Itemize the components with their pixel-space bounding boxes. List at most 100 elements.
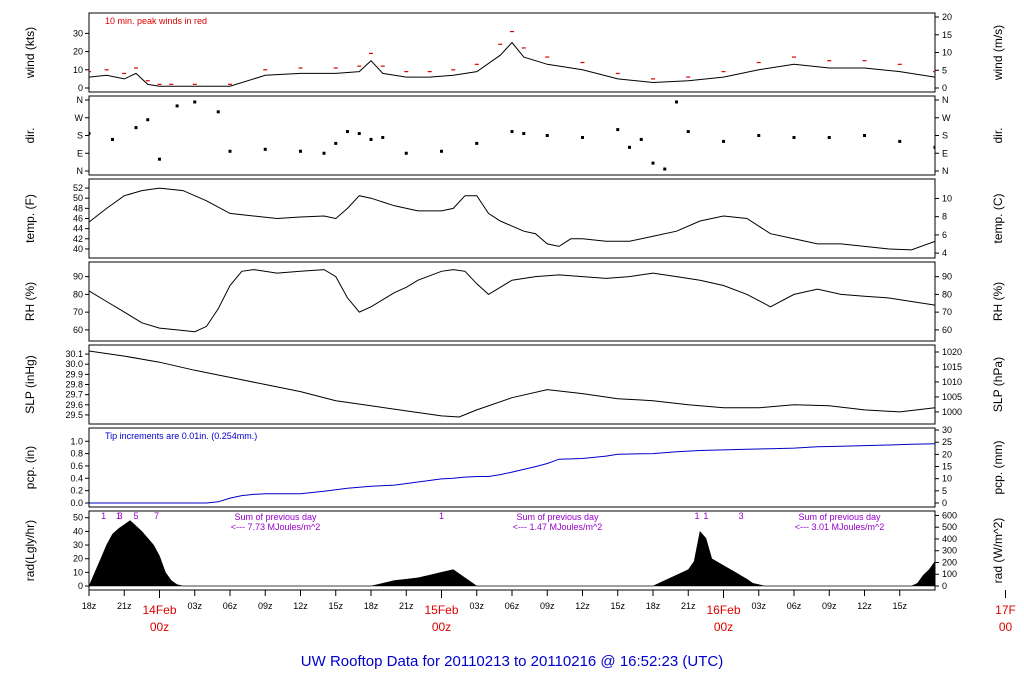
direction-point	[111, 137, 114, 141]
right-tick-label: N	[942, 95, 949, 105]
day-label-bottom: 00z	[714, 620, 733, 634]
left-tick-label: 1.0	[70, 436, 83, 446]
left-tick-label: 29.7	[65, 390, 83, 400]
direction-point	[158, 157, 161, 161]
day-label-top: 15Feb	[424, 603, 458, 617]
left-tick-label: 30	[73, 28, 83, 38]
series-line	[89, 269, 935, 333]
plot-area	[89, 100, 935, 171]
right-tick-label: 90	[942, 272, 952, 282]
right-tick-label: E	[942, 148, 948, 158]
time-tick-label: 09z	[258, 601, 273, 611]
left-tick-label: 0.4	[70, 473, 83, 483]
left-tick-label: E	[77, 148, 83, 158]
time-tick-label: 12z	[293, 601, 308, 611]
left-tick-label: 42	[73, 234, 83, 244]
right-tick-label: 10	[942, 193, 952, 203]
day-label-bottom: 00z	[432, 620, 451, 634]
series-line	[89, 187, 935, 251]
right-tick-label: N	[942, 166, 949, 176]
left-tick-label: 80	[73, 289, 83, 299]
direction-point	[663, 167, 667, 171]
day-label-top: 17F	[995, 603, 1016, 617]
right-tick-label: 30	[942, 425, 952, 435]
time-tick-label: 18z	[364, 601, 379, 611]
direction-point	[722, 139, 725, 143]
direction-point	[898, 139, 902, 143]
direction-point	[216, 110, 220, 114]
y-axis-label-right: dir.	[991, 127, 1005, 143]
panel-wind: 0 10 20 30 0 5 10 15 20 wind (kts) wind (m/s) 10 mi…	[23, 12, 1005, 93]
plot-area	[89, 269, 935, 333]
left-tick-label: 29.5	[65, 410, 83, 420]
day-label-bottom: 00	[999, 620, 1013, 634]
right-tick-label: 10	[942, 48, 952, 58]
right-tick-label: 1005	[942, 392, 962, 402]
series-line	[89, 443, 935, 504]
left-tick-label: N	[77, 166, 84, 176]
y-axis-label-left: SLP (inHg)	[23, 355, 37, 413]
time-tick-label: 15z	[610, 601, 625, 611]
direction-point	[357, 132, 361, 136]
time-tick-label: 12z	[575, 601, 590, 611]
direction-point	[299, 149, 302, 153]
direction-point	[863, 134, 866, 137]
right-tick-label: 5	[942, 65, 947, 75]
direction-point	[193, 100, 197, 104]
direction-point	[346, 130, 349, 134]
right-tick-label: 600	[942, 510, 957, 520]
time-tick-label: 03z	[187, 601, 202, 611]
direction-point	[369, 137, 373, 141]
right-tick-label: 1010	[942, 377, 962, 387]
rad-top-mark: 1	[695, 511, 700, 521]
left-tick-label: 44	[73, 224, 83, 234]
left-tick-label: 30	[73, 540, 83, 550]
rad-top-mark: 1	[439, 511, 444, 521]
y-axis-label-right: temp. (C)	[991, 193, 1005, 243]
left-tick-label: 0	[78, 581, 83, 591]
plot-area	[89, 187, 935, 251]
time-tick-label: 18z	[82, 601, 97, 611]
day-label-top: 14Feb	[142, 603, 176, 617]
direction-point	[581, 135, 584, 139]
y-axis-label-left: rad(Lgly/hr)	[23, 520, 37, 581]
left-tick-label: 90	[73, 272, 83, 282]
time-axis: 18z 21z 03z 06z 09z 12z 15z 18z 21z 03z 06z 09z 12z 1…	[82, 590, 1016, 634]
left-tick-label: 10	[73, 567, 83, 577]
left-tick-label: N	[77, 95, 84, 105]
direction-point	[263, 147, 267, 151]
left-tick-label: 0.2	[70, 486, 83, 496]
series-line	[89, 350, 935, 418]
direction-point	[89, 132, 91, 136]
direction-point	[440, 149, 443, 153]
left-tick-label: 40	[73, 244, 83, 254]
direction-point	[404, 151, 408, 155]
time-tick-label: 15z	[892, 601, 907, 611]
daily-sum-title: Sum of previous day	[516, 512, 599, 522]
right-tick-label: 25	[942, 437, 952, 447]
left-tick-label: 30.0	[65, 359, 83, 369]
left-tick-label: 10	[73, 65, 83, 75]
time-tick-label: 09z	[540, 601, 555, 611]
direction-point	[146, 118, 150, 122]
direction-point	[175, 104, 179, 108]
right-tick-label: S	[942, 131, 948, 141]
panel-note: Tip increments are 0.01in. (0.254mm.)	[105, 431, 257, 441]
left-tick-label: 48	[73, 203, 83, 213]
y-axis-label-right: RH (%)	[991, 282, 1005, 321]
daily-sum-value: <--- 1.47 MJoules/m^2	[513, 522, 603, 532]
right-tick-label: 5	[942, 486, 947, 496]
right-tick-label: 6	[942, 230, 947, 240]
right-tick-label: 80	[942, 289, 952, 299]
right-tick-label: 0	[942, 498, 947, 508]
left-tick-label: 50	[73, 193, 83, 203]
direction-point	[686, 130, 690, 134]
daily-sum-value: <--- 7.73 MJoules/m^2	[231, 522, 321, 532]
plot-area	[89, 30, 935, 87]
time-tick-label: 18z	[646, 601, 661, 611]
right-tick-label: 100	[942, 569, 957, 579]
rad-top-mark: 1	[703, 511, 708, 521]
